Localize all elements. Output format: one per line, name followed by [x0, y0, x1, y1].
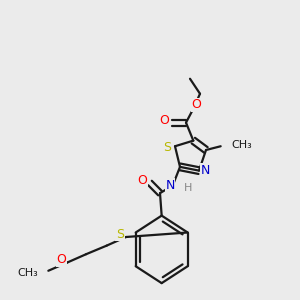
Text: O: O — [192, 98, 202, 112]
Text: O: O — [138, 173, 148, 187]
Text: S: S — [116, 227, 124, 241]
Text: N: N — [201, 164, 210, 177]
Text: H: H — [184, 183, 192, 193]
Text: O: O — [56, 253, 66, 266]
Text: O: O — [159, 114, 169, 127]
Text: CH₃: CH₃ — [18, 268, 38, 278]
Text: CH₃: CH₃ — [232, 140, 252, 150]
Text: S: S — [163, 141, 171, 154]
Text: N: N — [165, 179, 175, 192]
